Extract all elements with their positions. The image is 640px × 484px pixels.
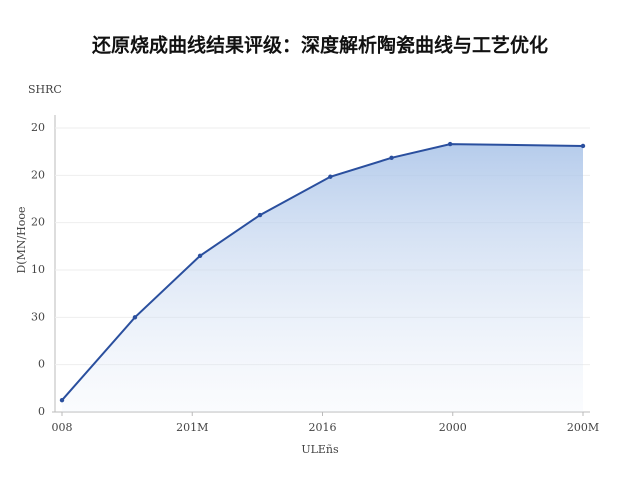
y-tick-label: 10 bbox=[31, 263, 45, 276]
x-tick-label: 200M bbox=[567, 421, 599, 434]
point bbox=[257, 212, 263, 218]
y-tick-label: 0 bbox=[38, 405, 45, 418]
point bbox=[580, 143, 586, 149]
y-tick-label: 20 bbox=[31, 121, 45, 134]
point bbox=[197, 253, 203, 258]
point bbox=[328, 174, 333, 179]
x-tick-label: 2000 bbox=[439, 421, 467, 434]
y-tick-label: 30 bbox=[31, 310, 45, 323]
x-axis-label: ULEñs bbox=[301, 443, 339, 456]
point bbox=[132, 315, 138, 320]
area bbox=[62, 144, 583, 413]
chart-title: 还原烧成曲线结果评级：深度解析陶瓷曲线与工艺优化 bbox=[91, 34, 548, 57]
y-tick-label: 20 bbox=[31, 216, 45, 229]
subtitle: SHRC bbox=[28, 83, 62, 96]
point bbox=[389, 155, 394, 161]
line bbox=[61, 143, 584, 401]
point bbox=[59, 397, 65, 403]
x-tick-label: 2016 bbox=[309, 421, 337, 434]
y-tick-label: 0 bbox=[38, 358, 45, 371]
y-axis-label: D(MN/Hooe bbox=[15, 206, 28, 273]
y-tick-label: 20 bbox=[31, 168, 45, 181]
x-tick-label: 008 bbox=[52, 421, 73, 434]
point bbox=[447, 141, 453, 147]
x-tick-label: 201M bbox=[176, 421, 208, 434]
